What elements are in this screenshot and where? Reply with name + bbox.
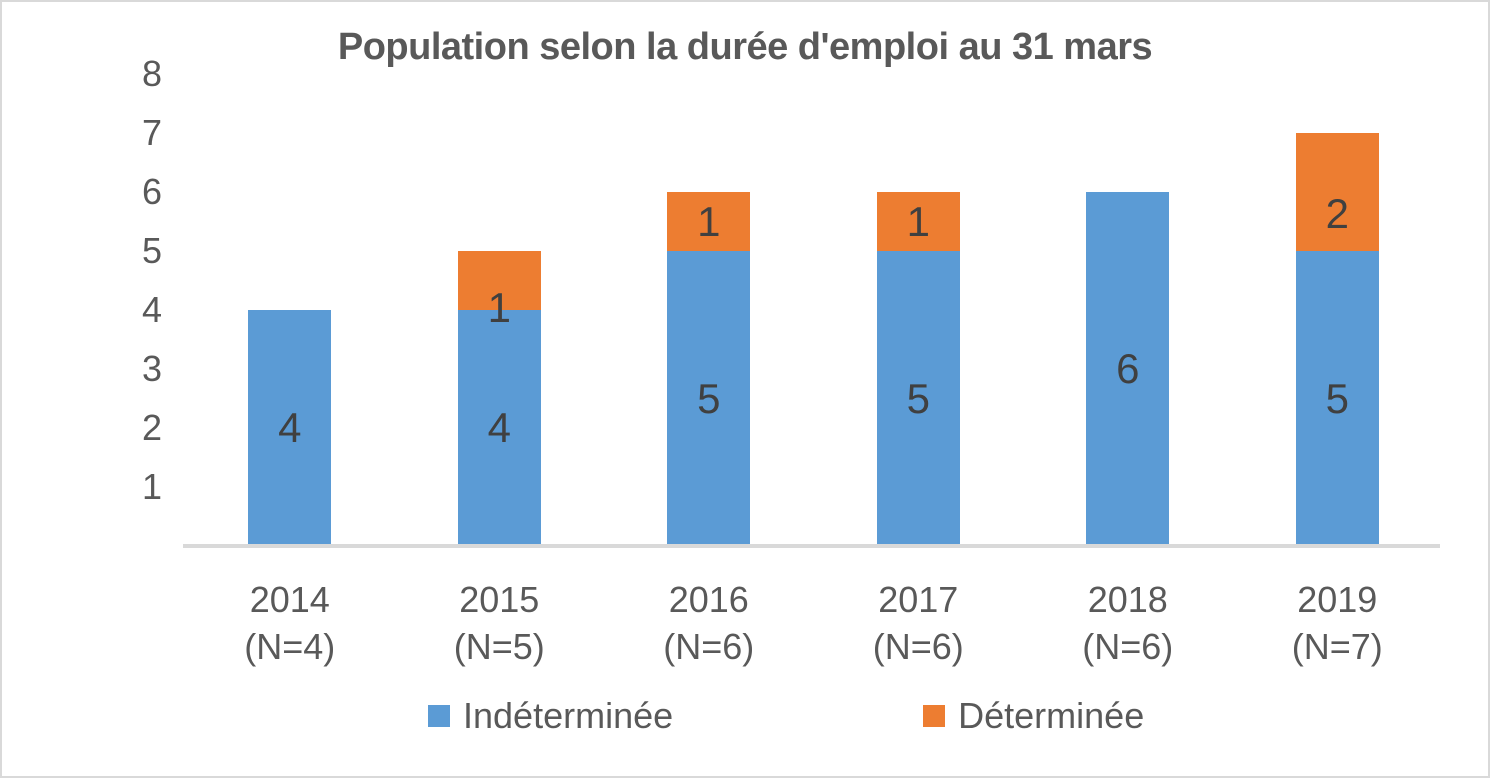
x-tick-year: 2015 bbox=[459, 579, 540, 620]
bar-segment-indeterminee-2015: 4 bbox=[457, 310, 541, 546]
bar-segment-indeterminee-2014: 4 bbox=[248, 310, 332, 546]
x-tick-year: 2018 bbox=[1087, 579, 1168, 620]
y-tick-label-2: 2 bbox=[141, 407, 162, 448]
data-label-indeterminee-2014: 4 bbox=[278, 404, 302, 451]
x-tick-year: 2017 bbox=[878, 579, 959, 620]
data-label-determinee-2016: 1 bbox=[697, 197, 721, 245]
bar-segment-indeterminee-2018: 6 bbox=[1086, 192, 1170, 546]
x-tick-year: 2016 bbox=[668, 579, 749, 620]
data-label-indeterminee-2015: 4 bbox=[487, 404, 511, 451]
x-tick-label-2018: 2018 (N=6) bbox=[1023, 576, 1233, 670]
y-tick-label-6: 6 bbox=[141, 171, 162, 212]
y-tick-label-8: 8 bbox=[141, 53, 162, 94]
data-label-indeterminee-2017: 5 bbox=[906, 374, 930, 422]
bar-segment-indeterminee-2019: 5 bbox=[1295, 251, 1379, 546]
x-tick-year: 2014 bbox=[249, 579, 330, 620]
data-label-determinee-2015: 1 bbox=[487, 283, 511, 331]
x-tick-label-2019: 2019 (N=7) bbox=[1233, 576, 1443, 670]
bar-segment-indeterminee-2016: 5 bbox=[667, 251, 751, 546]
data-label-indeterminee-2016: 5 bbox=[697, 374, 721, 422]
data-label-indeterminee-2019: 5 bbox=[1325, 374, 1349, 422]
x-tick-n-count: (N=6) bbox=[663, 626, 755, 667]
x-axis-line bbox=[183, 544, 1440, 548]
legend-item-indeterminee: Indéterminée bbox=[428, 696, 673, 736]
x-tick-year: 2019 bbox=[1297, 579, 1378, 620]
legend-label: Indéterminée bbox=[463, 695, 674, 736]
legend-item-determinee: Déterminée bbox=[923, 696, 1144, 736]
x-tick-n-count: (N=4) bbox=[244, 626, 336, 667]
bar-segment-determinee-2015: 1 bbox=[457, 251, 541, 328]
x-tick-n-count: (N=6) bbox=[1082, 626, 1174, 667]
data-label-indeterminee-2018: 6 bbox=[1116, 345, 1140, 392]
x-tick-n-count: (N=7) bbox=[1291, 626, 1383, 667]
data-label-determinee-2017: 1 bbox=[906, 197, 930, 245]
legend-swatch-icon bbox=[428, 705, 450, 727]
y-tick-label-5: 5 bbox=[141, 230, 162, 271]
x-tick-n-count: (N=6) bbox=[872, 626, 964, 667]
legend-label: Déterminée bbox=[958, 695, 1145, 736]
x-tick-n-count: (N=5) bbox=[453, 626, 545, 667]
x-tick-label-2015: 2015 (N=5) bbox=[395, 576, 605, 670]
chart-title: Population selon la durée d'emploi au 31… bbox=[337, 26, 1153, 68]
bar-segment-indeterminee-2017: 5 bbox=[876, 251, 960, 546]
x-tick-label-2017: 2017 (N=6) bbox=[814, 576, 1024, 670]
x-tick-label-2016: 2016 (N=6) bbox=[604, 576, 814, 670]
y-tick-label-7: 7 bbox=[141, 112, 162, 153]
bar-segment-determinee-2016: 1 bbox=[667, 192, 751, 251]
data-label-determinee-2019: 2 bbox=[1325, 190, 1349, 237]
bar-segment-determinee-2017: 1 bbox=[876, 192, 960, 251]
y-tick-label-1: 1 bbox=[141, 466, 162, 507]
y-tick-label-4: 4 bbox=[141, 289, 162, 330]
bar-segment-determinee-2019: 2 bbox=[1295, 133, 1379, 251]
x-tick-label-2014: 2014 (N=4) bbox=[185, 576, 395, 670]
y-tick-label-3: 3 bbox=[141, 348, 162, 389]
legend: Indéterminée Déterminée bbox=[428, 696, 1144, 736]
legend-swatch-icon bbox=[923, 705, 946, 727]
